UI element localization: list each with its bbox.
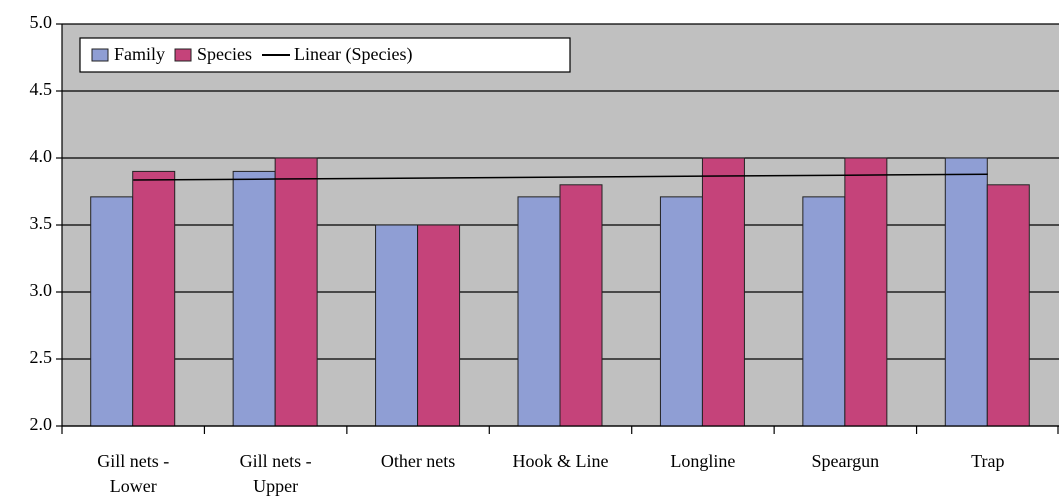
- bar: [659, 196, 703, 427]
- bar: [90, 196, 134, 427]
- bar: [417, 224, 461, 427]
- legend-swatch: [174, 48, 192, 62]
- bar: [274, 157, 318, 427]
- x-tick-label: Speargun: [812, 451, 880, 471]
- y-tick-label: 2.0: [30, 414, 53, 434]
- bar: [701, 157, 745, 427]
- bar: [559, 184, 603, 427]
- bar: [844, 157, 888, 427]
- legend-swatch: [91, 48, 109, 62]
- x-tick-label: Trap: [971, 451, 1004, 471]
- bar: [944, 157, 988, 427]
- y-tick-label: 4.5: [30, 79, 53, 99]
- x-tick-label: Upper: [253, 476, 298, 496]
- bar: [375, 224, 419, 427]
- bar: [986, 184, 1030, 427]
- y-tick-label: 3.0: [30, 280, 53, 300]
- trend-line: [133, 173, 988, 181]
- y-tick-label: 2.5: [30, 347, 53, 367]
- legend-label: Species: [197, 44, 252, 64]
- bar: [232, 170, 276, 427]
- y-tick-label: 4.0: [30, 146, 53, 166]
- x-tick-label: Hook & Line: [513, 451, 609, 471]
- bar: [802, 196, 846, 427]
- y-tick-label: 3.5: [30, 213, 53, 233]
- bar: [517, 196, 561, 427]
- x-tick-label: Other nets: [381, 451, 455, 471]
- x-tick-label: Lower: [110, 476, 157, 496]
- x-tick-label: Longline: [670, 451, 735, 471]
- legend-label: Family: [114, 44, 165, 64]
- bar: [132, 170, 176, 427]
- legend-label: Linear (Species): [294, 44, 412, 65]
- y-tick-label: 5.0: [30, 12, 53, 32]
- x-tick-label: Gill nets -: [97, 451, 169, 471]
- legend-box: [79, 37, 571, 73]
- x-tick-label: Gill nets -: [240, 451, 312, 471]
